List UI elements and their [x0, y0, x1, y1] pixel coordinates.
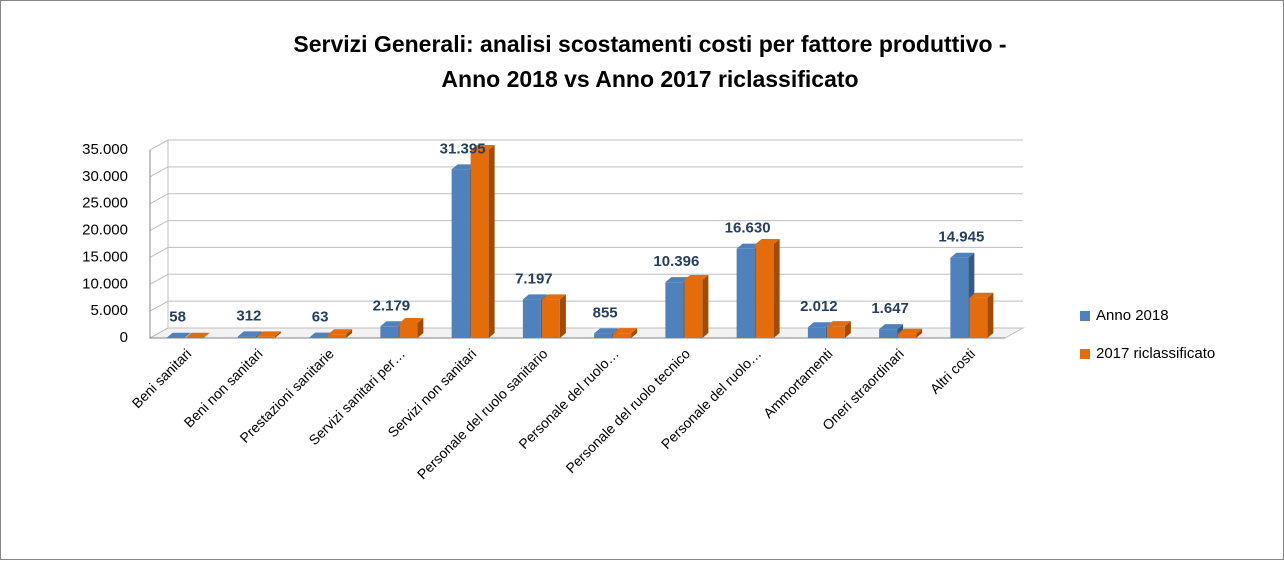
bar-front: [665, 282, 683, 338]
data-label: 31.395: [440, 140, 486, 157]
legend-swatch: [1080, 349, 1090, 359]
data-label: 1.647: [871, 300, 909, 317]
bar-front: [684, 280, 702, 338]
y-tick-label: 0: [120, 329, 128, 346]
bar-front: [737, 249, 755, 338]
data-label: 2.179: [373, 297, 411, 314]
bar-front: [969, 298, 987, 338]
bar-front: [756, 244, 774, 338]
bar-front: [594, 333, 612, 338]
chart-title: Servizi Generali: analisi scostamenti co…: [293, 31, 1006, 57]
chart-title: Anno 2018 vs Anno 2017 riclassificato: [441, 66, 858, 92]
bar-front: [452, 169, 470, 338]
data-label: 7.197: [515, 270, 553, 287]
data-label: 312: [236, 307, 261, 324]
y-tick-label: 20.000: [82, 222, 128, 239]
bar-front: [523, 299, 541, 338]
legend-label: Anno 2018: [1096, 307, 1169, 324]
bar-front: [898, 334, 916, 338]
data-label: 16.630: [725, 220, 771, 237]
bar-front: [238, 336, 256, 338]
bar-front: [808, 327, 826, 338]
bar-front: [328, 334, 346, 338]
bar-side: [774, 239, 780, 338]
bar-side: [987, 293, 993, 338]
data-label: 58: [169, 309, 186, 326]
y-tick-label: 35.000: [82, 141, 128, 158]
bar-front: [471, 150, 489, 338]
bar: [969, 293, 993, 338]
bar-front: [380, 326, 398, 338]
bar: [542, 294, 566, 338]
bar-front: [613, 333, 631, 338]
data-label: 10.396: [653, 253, 699, 270]
bar: [756, 239, 780, 338]
bar: [471, 145, 495, 338]
bar-front: [827, 326, 845, 338]
bar-side: [702, 275, 708, 338]
y-tick-label: 15.000: [82, 248, 128, 265]
bar: [684, 275, 708, 338]
y-tick-label: 30.000: [82, 168, 128, 185]
data-label: 855: [593, 304, 618, 321]
bar: [399, 318, 423, 338]
legend-label: 2017 riclassificato: [1096, 345, 1215, 362]
data-label: 2.012: [800, 298, 838, 315]
data-label: 63: [312, 309, 329, 326]
y-tick-label: 25.000: [82, 195, 128, 212]
y-tick-label: 5.000: [90, 302, 128, 319]
bar: [827, 321, 851, 338]
y-tick-label: 10.000: [82, 275, 128, 292]
data-label: 14.945: [938, 229, 984, 246]
legend-swatch: [1080, 311, 1090, 321]
bar-front: [257, 336, 275, 338]
bar-front: [542, 299, 560, 338]
bar-front: [879, 329, 897, 338]
bar-front: [399, 323, 417, 338]
bar-front: [950, 258, 968, 338]
bar-side: [560, 294, 566, 338]
bar-side: [489, 145, 495, 338]
